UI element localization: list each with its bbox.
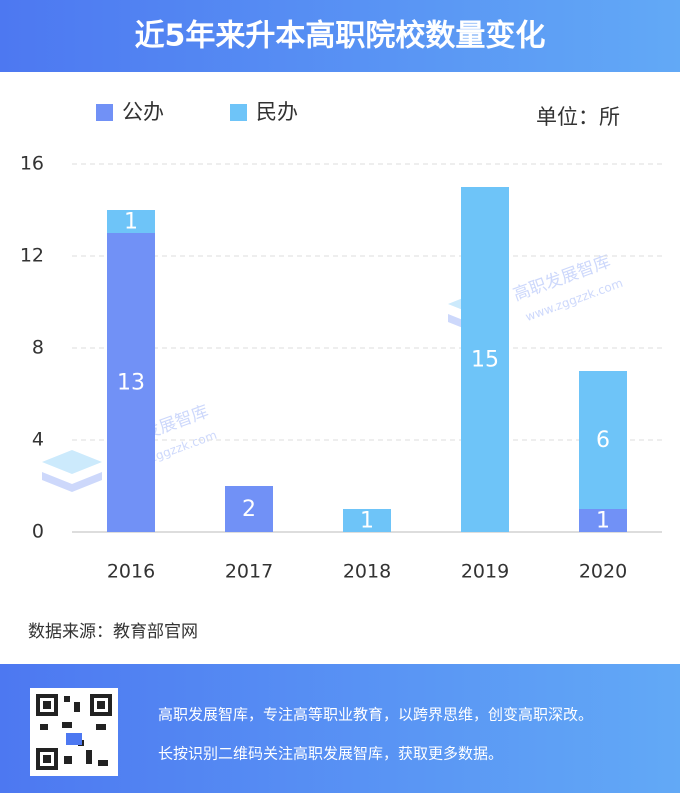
bar-segment — [107, 233, 155, 532]
chart-title: 近5年来升本高职院校数量变化 — [135, 19, 546, 54]
x-tick-label: 2020 — [579, 561, 627, 583]
header-band — [0, 0, 680, 72]
data-label: 1 — [124, 210, 138, 235]
qr-code — [30, 688, 118, 776]
unit-label: 单位：所 — [536, 105, 620, 129]
bar-segment — [579, 371, 627, 509]
x-tick-label: 2017 — [225, 561, 273, 583]
y-tick-label: 16 — [20, 153, 44, 175]
bar-segment — [107, 210, 155, 233]
y-tick-label: 8 — [32, 337, 44, 359]
legend-swatch — [230, 104, 247, 121]
legend-label: 民办 — [256, 100, 298, 124]
data-label: 13 — [117, 371, 145, 396]
data-label: 1 — [596, 509, 610, 534]
bar-segment — [225, 486, 273, 532]
y-tick-label: 4 — [32, 429, 44, 451]
bar-segment — [579, 509, 627, 532]
x-tick-label: 2019 — [461, 561, 509, 583]
source-note: 数据来源：教育部官网 — [28, 622, 198, 642]
data-label: 1 — [360, 509, 374, 534]
y-tick-label: 0 — [32, 521, 44, 543]
bar-segment — [461, 187, 509, 532]
data-label: 15 — [471, 348, 499, 373]
legend-swatch — [96, 104, 113, 121]
legend-label: 公办 — [122, 100, 164, 124]
x-tick-label: 2018 — [343, 561, 391, 583]
data-label: 6 — [596, 428, 610, 453]
footer-line: 长按识别二维码关注高职发展智库，获取更多数据。 — [158, 745, 503, 763]
data-label: 2 — [242, 497, 256, 522]
x-tick-label: 2016 — [107, 561, 155, 583]
bar-segment — [343, 509, 391, 532]
footer-line: 高职发展智库，专注高等职业教育，以跨界思维，创变高职深改。 — [158, 706, 593, 724]
y-tick-label: 12 — [20, 245, 44, 267]
